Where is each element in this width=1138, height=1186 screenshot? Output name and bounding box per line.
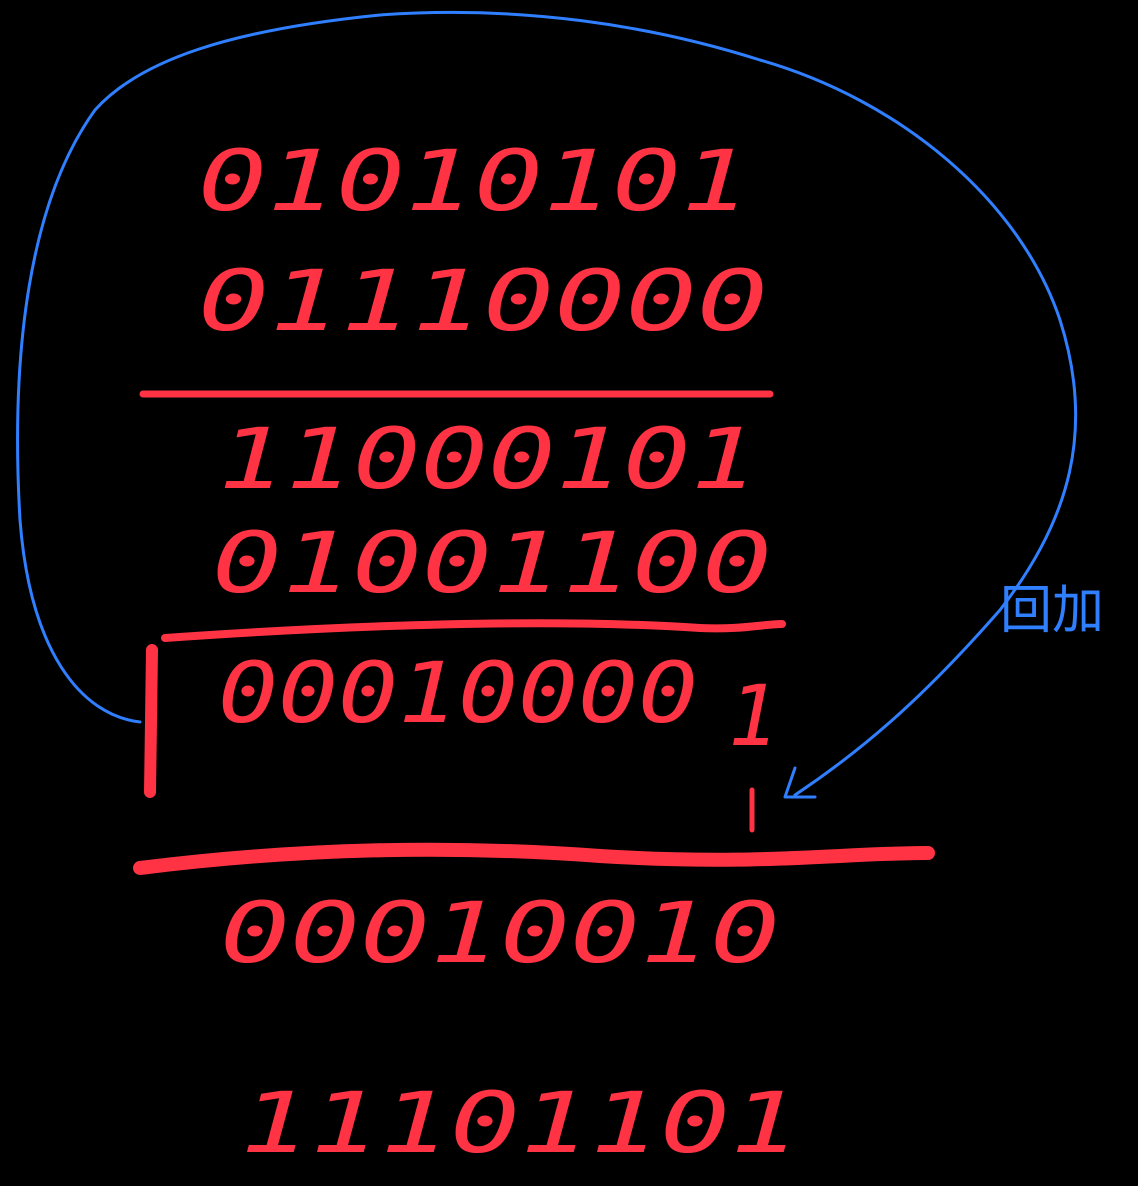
wraparound-arrowhead bbox=[783, 766, 817, 799]
operand-3-row: 01001100 bbox=[212, 514, 772, 612]
sum-1-row: 11000101 bbox=[218, 410, 758, 508]
operand-2-row: 01110000 bbox=[198, 252, 768, 350]
wrapped-result-row: 00010010 bbox=[220, 884, 780, 982]
wraparound-loop bbox=[16, 10, 1078, 797]
complement-row: 11101101 bbox=[240, 1074, 800, 1172]
sum-line-2 bbox=[161, 619, 786, 642]
wraparound-label: 回加 bbox=[1000, 581, 1104, 641]
operand-1-row: 01010101 bbox=[198, 132, 750, 230]
sum-line-3 bbox=[133, 842, 935, 875]
sum-2-row: 00010000 bbox=[218, 644, 698, 742]
carry-bracket bbox=[144, 644, 158, 798]
carry-out-digit: 1 bbox=[728, 667, 779, 765]
